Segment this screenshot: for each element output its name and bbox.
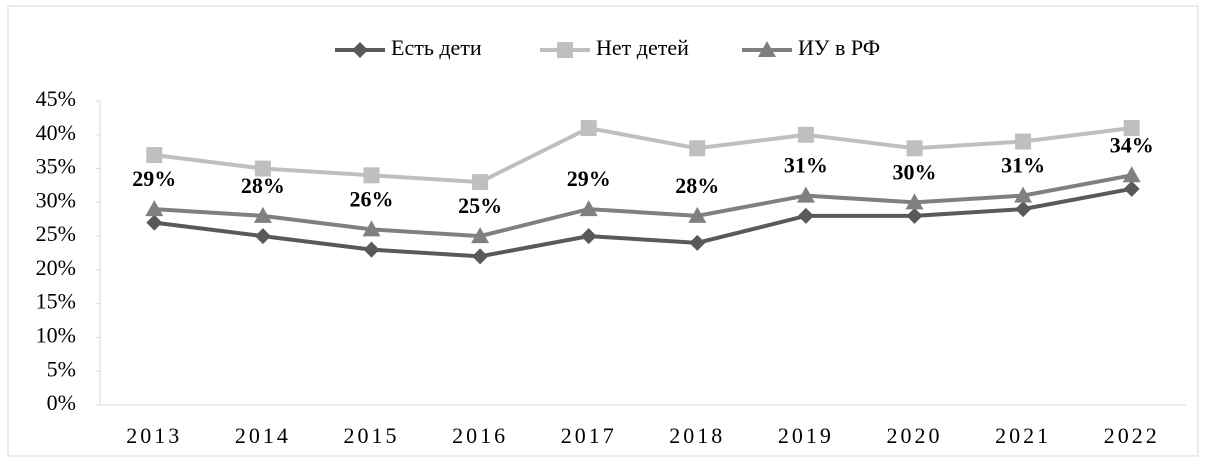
x-tick-label: 2013 [126,423,182,448]
x-tick-label: 2016 [452,423,508,448]
y-tick-label: 35% [36,154,76,179]
y-tick-label: 45% [36,86,76,111]
series-line [154,186,1133,259]
square-marker [557,42,573,58]
triangle-marker [253,206,272,223]
triangle-marker [796,186,815,203]
diamond-marker [146,214,163,231]
diamond-marker [906,207,923,224]
x-tick-label: 2018 [669,423,725,448]
triangle-marker [905,193,924,210]
square-marker [1015,133,1032,150]
data-label: 34% [1110,132,1154,157]
triangle-marker [1122,166,1141,183]
triangle-marker [362,220,381,237]
legend-label: Есть дети [391,35,482,60]
diamond-marker [797,207,814,224]
x-tick-label: 2022 [1104,423,1160,448]
data-label: 29% [132,166,176,191]
legend-label: ИУ в РФ [798,35,880,60]
triangle-marker [688,206,707,223]
square-marker [254,160,271,177]
diamond-marker [363,241,380,258]
triangle-marker [1014,186,1033,203]
y-tick-label: 40% [36,120,76,145]
triangle-marker [758,41,776,57]
data-label: 28% [241,173,285,198]
series-line [154,173,1133,239]
x-tick-label: 2021 [995,423,1051,448]
data-label: 30% [893,159,937,184]
triangle-marker [579,200,598,217]
y-tick-label: 10% [36,322,76,347]
diamond-marker [1123,180,1140,197]
chart-border [7,5,1199,457]
square-marker [689,140,706,157]
diamond-marker [580,228,597,245]
x-tick-label: 2015 [344,423,400,448]
diamond-marker [352,42,368,58]
square-marker [472,174,489,191]
triangle-marker [471,227,490,244]
diamond-marker [472,248,489,265]
square-marker [146,147,163,164]
square-marker [797,126,814,143]
data-label: 29% [567,166,611,191]
square-marker [906,140,923,157]
y-tick-label: 0% [47,390,76,415]
y-tick-label: 20% [36,255,76,280]
diamond-marker [1015,201,1032,218]
data-label: 31% [1001,153,1045,178]
square-marker [1123,120,1140,137]
y-tick-label: 15% [36,289,76,314]
data-label: 31% [784,153,828,178]
data-label: 25% [458,193,502,218]
y-tick-label: 30% [36,187,76,212]
series-line [154,125,1132,185]
legend-label: Нет детей [596,35,689,60]
diamond-marker [254,228,271,245]
y-tick-label: 5% [47,356,76,381]
x-tick-label: 2019 [778,423,834,448]
data-label: 26% [350,186,394,211]
data-label: 28% [675,173,719,198]
x-tick-label: 2017 [561,423,617,448]
y-tick-label: 25% [36,221,76,246]
triangle-marker [145,200,164,217]
diamond-marker [689,234,706,251]
square-marker [363,167,380,184]
x-tick-label: 2014 [235,423,291,448]
x-tick-label: 2020 [887,423,943,448]
square-marker [580,120,597,137]
